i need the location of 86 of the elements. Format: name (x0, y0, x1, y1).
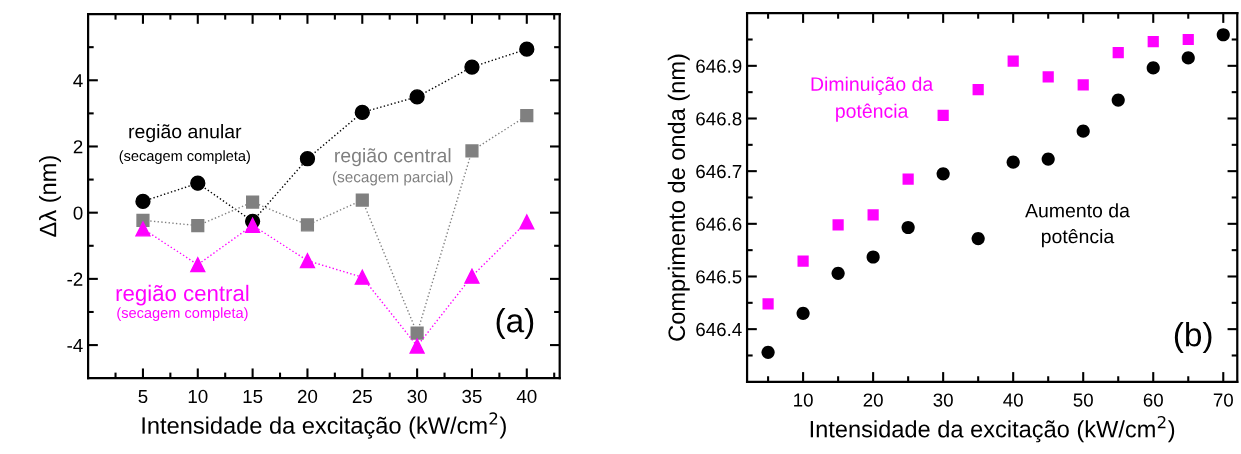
series-label: região central (secagem parcial) (333, 148, 453, 186)
x-tick-label: 35 (462, 389, 482, 404)
point (1216, 28, 1230, 42)
point (1112, 47, 1124, 59)
x-tick-label: 20 (297, 389, 318, 404)
point (409, 338, 425, 354)
y-tick-label: 2 (73, 140, 83, 154)
x-tick-label: 70 (1213, 393, 1233, 407)
point (901, 220, 915, 235)
point (832, 219, 844, 231)
point (354, 269, 370, 285)
x-tick-label: 5 (138, 389, 148, 404)
point (465, 144, 479, 158)
point (972, 83, 984, 96)
series-label: Diminuição da potência (811, 76, 934, 122)
y-tick-label: -4 (67, 338, 83, 352)
point (135, 221, 151, 237)
x-tick-label: 40 (1003, 393, 1023, 407)
y-tick-label: 646.4 (696, 322, 742, 337)
x-tick-label: 30 (933, 393, 953, 407)
point (936, 167, 950, 181)
x-axis-title: Intensidade da excitação (kW/cm$^{2}$) (810, 415, 1175, 443)
point (937, 109, 949, 121)
series-label: Aumento da potência (1025, 203, 1130, 248)
point (1076, 124, 1090, 138)
y-tick-label: -2 (67, 272, 83, 286)
y-tick-label: 646.6 (696, 217, 742, 231)
point (1077, 79, 1089, 91)
point (135, 193, 151, 210)
point (464, 59, 480, 75)
x-tick-label: 25 (352, 389, 372, 404)
point (520, 109, 534, 123)
point (410, 326, 424, 340)
point (831, 266, 845, 280)
x-axis-title: Intensidade da excitação (kW/cm$^{2}$) (142, 412, 506, 439)
point (244, 217, 261, 233)
y-axis-title: Δλ (nm) (39, 156, 62, 237)
point (355, 193, 369, 207)
y-tick-label: 646.9 (696, 59, 742, 73)
point (971, 231, 985, 246)
point (299, 151, 316, 167)
x-tick-label: 10 (188, 389, 208, 404)
point (190, 257, 206, 273)
point (902, 173, 914, 185)
point (1147, 36, 1159, 48)
y-tick-label: 646.7 (696, 164, 742, 179)
point (519, 214, 535, 230)
point (1041, 152, 1055, 166)
x-tick-label: 30 (407, 389, 427, 404)
point (867, 209, 879, 221)
point (246, 195, 260, 209)
point (1146, 61, 1160, 75)
point (761, 345, 775, 359)
y-tick-label: 4 (73, 74, 83, 88)
series-label: região anular (secagem completa) (119, 124, 250, 164)
y-axis-title: Comprimento de onda (nm) (667, 54, 690, 341)
point (1111, 93, 1125, 107)
annotation: (a) (496, 308, 534, 340)
point (866, 250, 880, 264)
point (1182, 33, 1194, 46)
point (796, 306, 810, 320)
point (464, 268, 480, 284)
x-tick-label: 15 (243, 389, 263, 404)
point (409, 89, 425, 105)
y-tick-label: 646.5 (696, 270, 742, 284)
x-tick-label: 50 (1073, 393, 1093, 407)
series-label: região central (secagem completa) (116, 284, 249, 321)
y-tick-label: 646.8 (696, 112, 742, 126)
x-tick-label: 40 (516, 389, 537, 404)
point (191, 218, 205, 233)
x-tick-label: 60 (1143, 393, 1163, 407)
point (797, 255, 809, 267)
point (300, 218, 315, 232)
x-tick-label: 20 (863, 393, 883, 407)
y-tick-label: 0 (73, 206, 83, 220)
point (1181, 51, 1195, 65)
point (354, 104, 370, 121)
point (1007, 55, 1019, 67)
point (1042, 71, 1054, 83)
annotation: (b) (1174, 322, 1212, 354)
point (762, 298, 774, 310)
x-tick-label: 10 (794, 393, 813, 407)
point (190, 175, 206, 191)
point (519, 41, 535, 57)
point (299, 253, 316, 269)
point (1006, 155, 1020, 169)
